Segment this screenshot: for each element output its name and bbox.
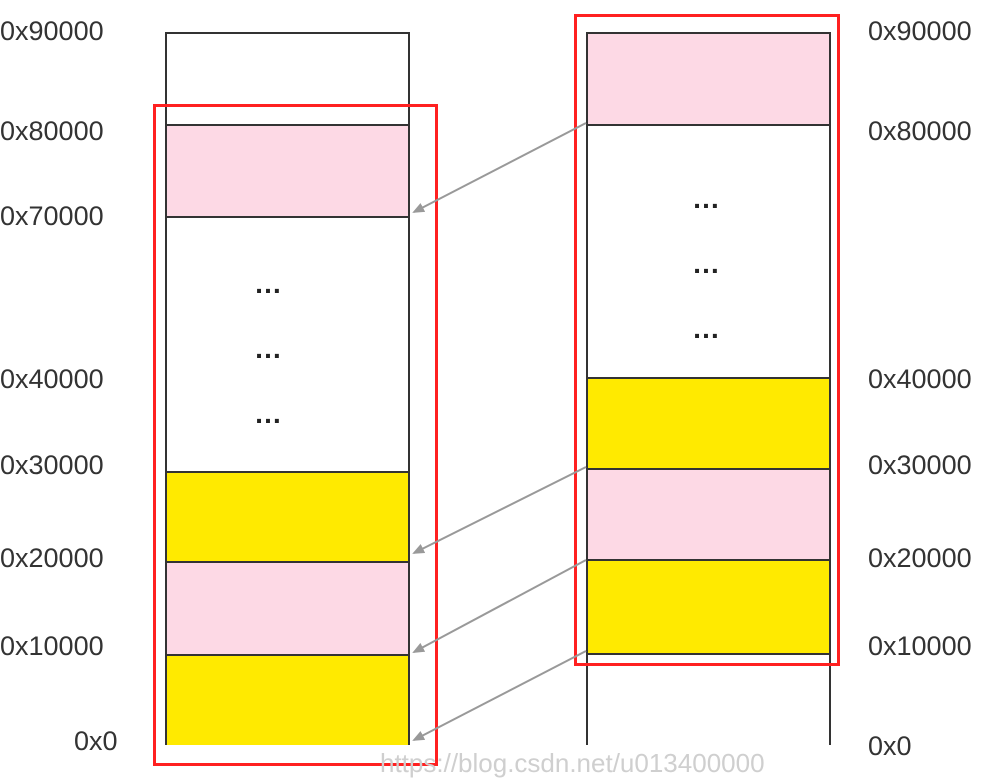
left-ellipsis-1: … xyxy=(254,268,283,299)
left-address-0x10000: 0x10000 xyxy=(0,631,104,661)
left-address-0x70000: 0x70000 xyxy=(0,201,104,231)
left-segment-0x20000-0x30000 xyxy=(167,471,408,561)
right-segment-0x30000-0x40000 xyxy=(588,377,829,468)
right-memory-column xyxy=(586,32,831,745)
arrow-yellow-mid xyxy=(412,559,587,653)
right-address-0x40000: 0x40000 xyxy=(868,364,972,394)
left-address-0x30000: 0x30000 xyxy=(0,450,104,480)
right-segment-0x80000-0x90000 xyxy=(588,34,829,124)
watermark-text: https://blog.csdn.net/u013400000 xyxy=(380,748,765,778)
right-address-0x10000: 0x10000 xyxy=(868,631,972,661)
left-address-0x20000: 0x20000 xyxy=(0,543,104,573)
right-segment-0x40000-0x80000 xyxy=(588,124,829,377)
right-address-0x90000: 0x90000 xyxy=(868,16,972,46)
left-segment-0x30000-0x70000 xyxy=(167,216,408,471)
right-ellipsis-3: … xyxy=(692,313,721,344)
right-highlight-box xyxy=(574,14,840,666)
right-ellipsis-2: … xyxy=(692,248,721,279)
right-segment-0x0-0x10000 xyxy=(588,653,829,745)
left-segment-0x10000-0x20000 xyxy=(167,561,408,654)
left-memory-column xyxy=(165,32,410,745)
left-address-0x90000: 0x90000 xyxy=(0,16,104,46)
arrow-yellow-bottom xyxy=(412,650,587,741)
right-address-0x0: 0x0 xyxy=(868,731,912,761)
left-segment-0x0-0x10000 xyxy=(167,654,408,745)
right-segment-0x20000-0x30000 xyxy=(588,468,829,559)
right-address-0x80000: 0x80000 xyxy=(868,116,972,146)
left-address-0x80000: 0x80000 xyxy=(0,116,104,146)
right-address-0x30000: 0x30000 xyxy=(868,450,972,480)
right-segment-0x10000-0x20000 xyxy=(588,559,829,653)
left-address-0x40000: 0x40000 xyxy=(0,364,104,394)
left-highlight-box xyxy=(153,104,438,766)
left-segment-0x80000-0x90000 xyxy=(167,34,408,124)
left-ellipsis-2: … xyxy=(254,333,283,364)
right-ellipsis-1: … xyxy=(692,183,721,214)
left-address-0x0: 0x0 xyxy=(74,726,118,756)
left-segment-0x70000-0x80000 xyxy=(167,124,408,216)
arrow-pink-mid xyxy=(412,466,587,554)
arrow-pink-top xyxy=(412,122,587,213)
right-address-0x20000: 0x20000 xyxy=(868,543,972,573)
left-ellipsis-3: … xyxy=(254,398,283,429)
